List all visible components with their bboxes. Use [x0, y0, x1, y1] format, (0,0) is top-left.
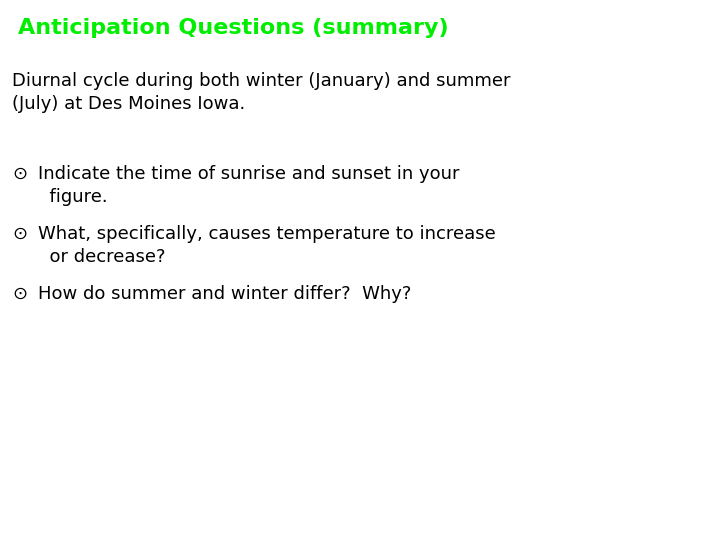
- Text: Diurnal cycle during both winter (January) and summer
(July) at Des Moines Iowa.: Diurnal cycle during both winter (Januar…: [12, 72, 510, 113]
- Text: ⊙: ⊙: [12, 165, 27, 183]
- Text: Anticipation Questions (summary): Anticipation Questions (summary): [18, 18, 449, 38]
- Text: How do summer and winter differ?  Why?: How do summer and winter differ? Why?: [38, 285, 411, 303]
- Text: Indicate the time of sunrise and sunset in your
  figure.: Indicate the time of sunrise and sunset …: [38, 165, 459, 206]
- Text: ⊙: ⊙: [12, 225, 27, 243]
- Text: ⊙: ⊙: [12, 285, 27, 303]
- Text: What, specifically, causes temperature to increase
  or decrease?: What, specifically, causes temperature t…: [38, 225, 496, 266]
